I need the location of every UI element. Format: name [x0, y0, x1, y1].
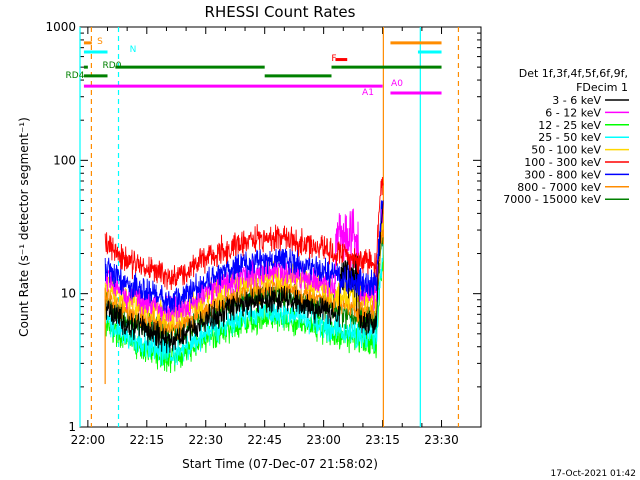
series-line	[104, 203, 384, 323]
flag-label-n: N	[130, 45, 137, 55]
y-tick-label: 1	[68, 420, 76, 434]
footer-timestamp: 17-Oct-2021 01:42	[551, 469, 636, 479]
flag-label-a0: A0	[391, 79, 403, 89]
x-tick-label: 23:00	[306, 433, 341, 447]
legend-entry-label: 25 - 50 keV	[538, 131, 601, 144]
series-line	[104, 200, 384, 314]
flag-label-rd0: RD0	[103, 61, 122, 71]
legend-entry-label: 800 - 7000 keV	[517, 181, 601, 194]
series-line	[104, 176, 384, 291]
legend-header-decimation: FDecim 1	[576, 81, 628, 94]
legend-entry-label: 7000 - 15000 keV	[503, 193, 601, 206]
legend-header-detectors: Det 1f,3f,4f,5f,6f,9f,	[519, 67, 628, 80]
flag-label-s: S	[97, 37, 103, 47]
x-tick-label: 22:00	[71, 433, 106, 447]
series-line	[104, 200, 384, 354]
y-axis-label: Count Rate (s⁻¹ detector segment⁻¹)	[17, 117, 31, 337]
x-tick-label: 22:15	[130, 433, 165, 447]
legend-entry-label: 300 - 800 keV	[524, 168, 601, 181]
legend-entry-label: 3 - 6 keV	[552, 94, 601, 107]
flag-label-a1: A1	[362, 88, 374, 98]
flag-label-rd4: RD4	[66, 71, 85, 81]
flag-label-f: F	[331, 54, 336, 64]
x-tick-label: 22:30	[188, 433, 223, 447]
x-tick-label: 22:45	[247, 433, 282, 447]
legend-entry-label: 12 - 25 keV	[538, 119, 601, 132]
y-tick-label: 100	[53, 153, 76, 167]
x-tick-label: 23:15	[365, 433, 400, 447]
legend-entry-label: 50 - 100 keV	[531, 144, 601, 157]
y-tick-label: 1000	[45, 20, 76, 34]
x-tick-label: 23:30	[424, 433, 459, 447]
y-tick-label: 10	[61, 287, 76, 301]
plot-area: 22:00 22:15 22:30 22:45 23:00 23:15 23:30 1 10 10…	[45, 20, 482, 447]
x-axis-label: Start Time (07-Dec-07 21:58:02)	[182, 457, 378, 471]
legend-entry-label: 6 - 12 keV	[545, 106, 601, 119]
legend-entry-label: 100 - 300 keV	[524, 156, 601, 169]
chart-title: RHESSI Count Rates	[205, 3, 356, 21]
